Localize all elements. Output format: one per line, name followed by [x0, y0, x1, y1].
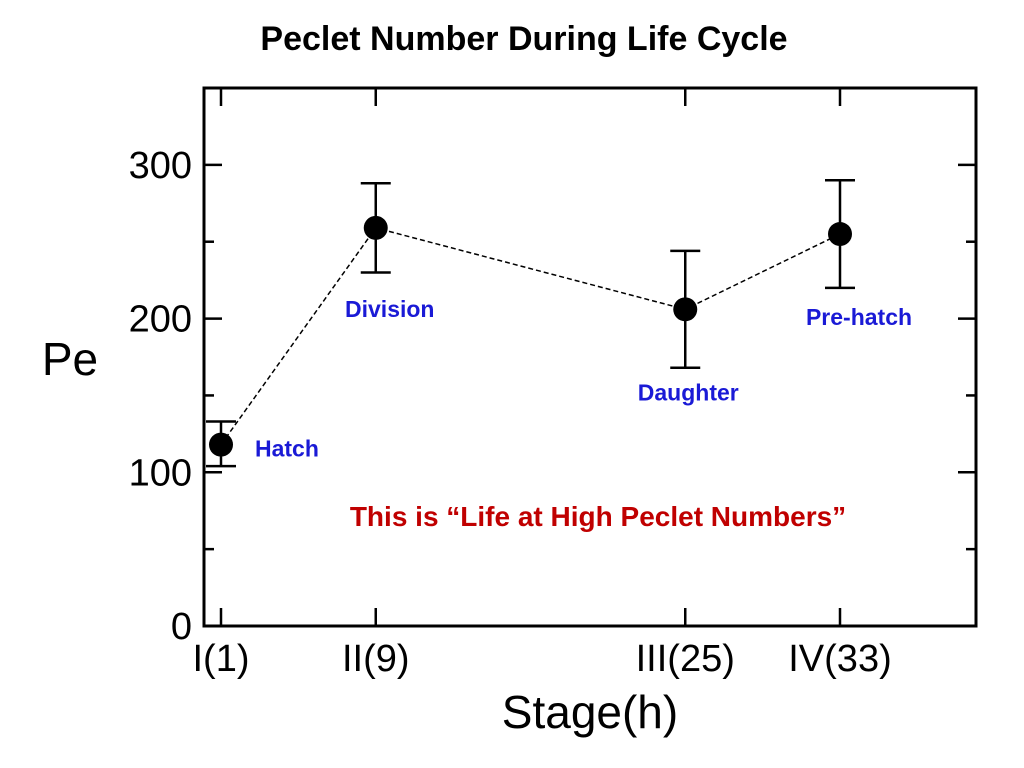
point-label: Division	[345, 296, 434, 322]
y-tick-label: 0	[171, 606, 192, 648]
data-point	[828, 222, 852, 247]
point-label: Pre-hatch	[806, 304, 912, 330]
y-axis-label: Pe	[42, 333, 98, 385]
point-label: Hatch	[255, 436, 319, 462]
data-point	[673, 297, 698, 322]
data-point	[363, 215, 388, 240]
point-label: Daughter	[638, 379, 739, 405]
x-tick-label: I(1)	[193, 638, 250, 680]
x-axis-label: Stage(h)	[502, 686, 678, 738]
x-tick-label: II(9)	[342, 638, 410, 680]
data-point	[209, 432, 233, 457]
y-tick-label: 300	[129, 145, 192, 187]
y-tick-label: 200	[129, 299, 192, 341]
series-line	[220, 227, 841, 446]
plot-frame	[202, 86, 978, 628]
x-tick-label: IV(33)	[788, 638, 891, 680]
chart-title: Peclet Number During Life Cycle	[260, 20, 787, 58]
annotation-text: This is “Life at High Peclet Numbers”	[350, 501, 846, 532]
y-tick-label: 100	[129, 452, 192, 494]
x-tick-label: III(25)	[636, 638, 735, 680]
